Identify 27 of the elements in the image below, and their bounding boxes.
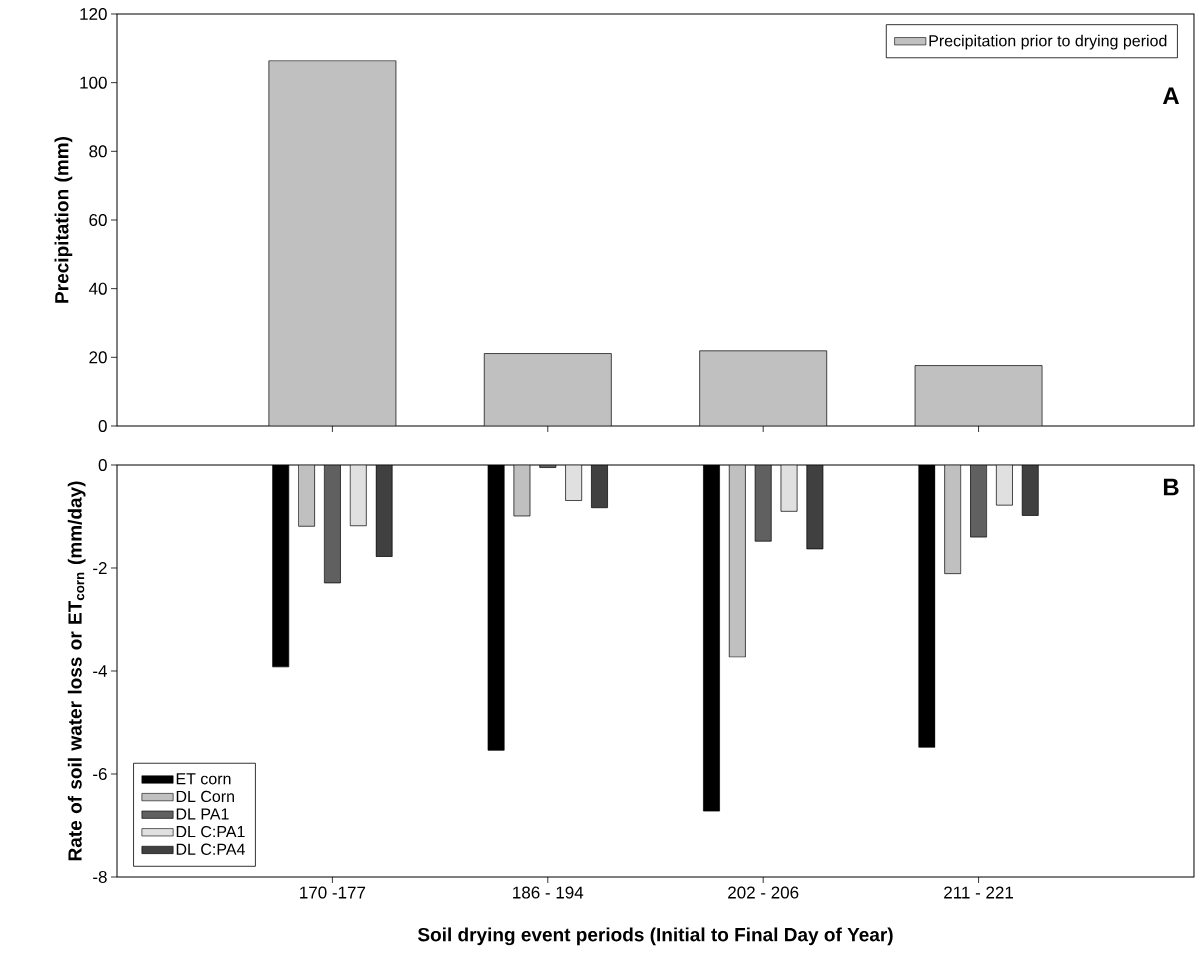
y-tick-label: 80 [89,145,107,158]
y-axis-title: Precipitation (mm) [54,137,73,303]
y-tick-label: 40 [88,282,107,295]
legend-label: DL C:PA1 [176,825,245,838]
y-tick-label: 20 [89,351,107,364]
y-axis-title: Rate of soil water loss or ET$_{corn}$ (mm/day) [67,481,86,861]
y-tick-label: -8 [93,870,107,884]
legend-label: DL PA1 [176,808,229,820]
annotation: A [1162,87,1180,105]
legend-label: DL C:PA4 [176,843,245,855]
y-tick-label: 0 [98,419,107,433]
y-tick-label: -6 [93,767,107,781]
x-axis-title: Soil drying event periods (Initial to Final Day of Year) [417,927,893,946]
x-tick-label: 186 - 194 [513,886,584,899]
legend-label: DL Corn [176,790,234,803]
y-tick-label: 60 [89,213,107,227]
y-tick-label: 100 [80,76,107,89]
y-tick-label: -4 [93,665,107,677]
x-tick-label: 211 - 221 [944,886,1014,899]
x-tick-label: 170 -177 [300,886,366,899]
legend-label: ET corn [176,773,231,785]
y-tick-label: 0 [98,458,107,472]
legend-label: Precipitation prior to drying period [929,34,1167,50]
y-tick-label: 120 [80,7,107,21]
y-tick-label: -2 [93,562,107,574]
x-tick-label: 202 - 206 [728,886,799,899]
annotation: B [1163,478,1179,496]
